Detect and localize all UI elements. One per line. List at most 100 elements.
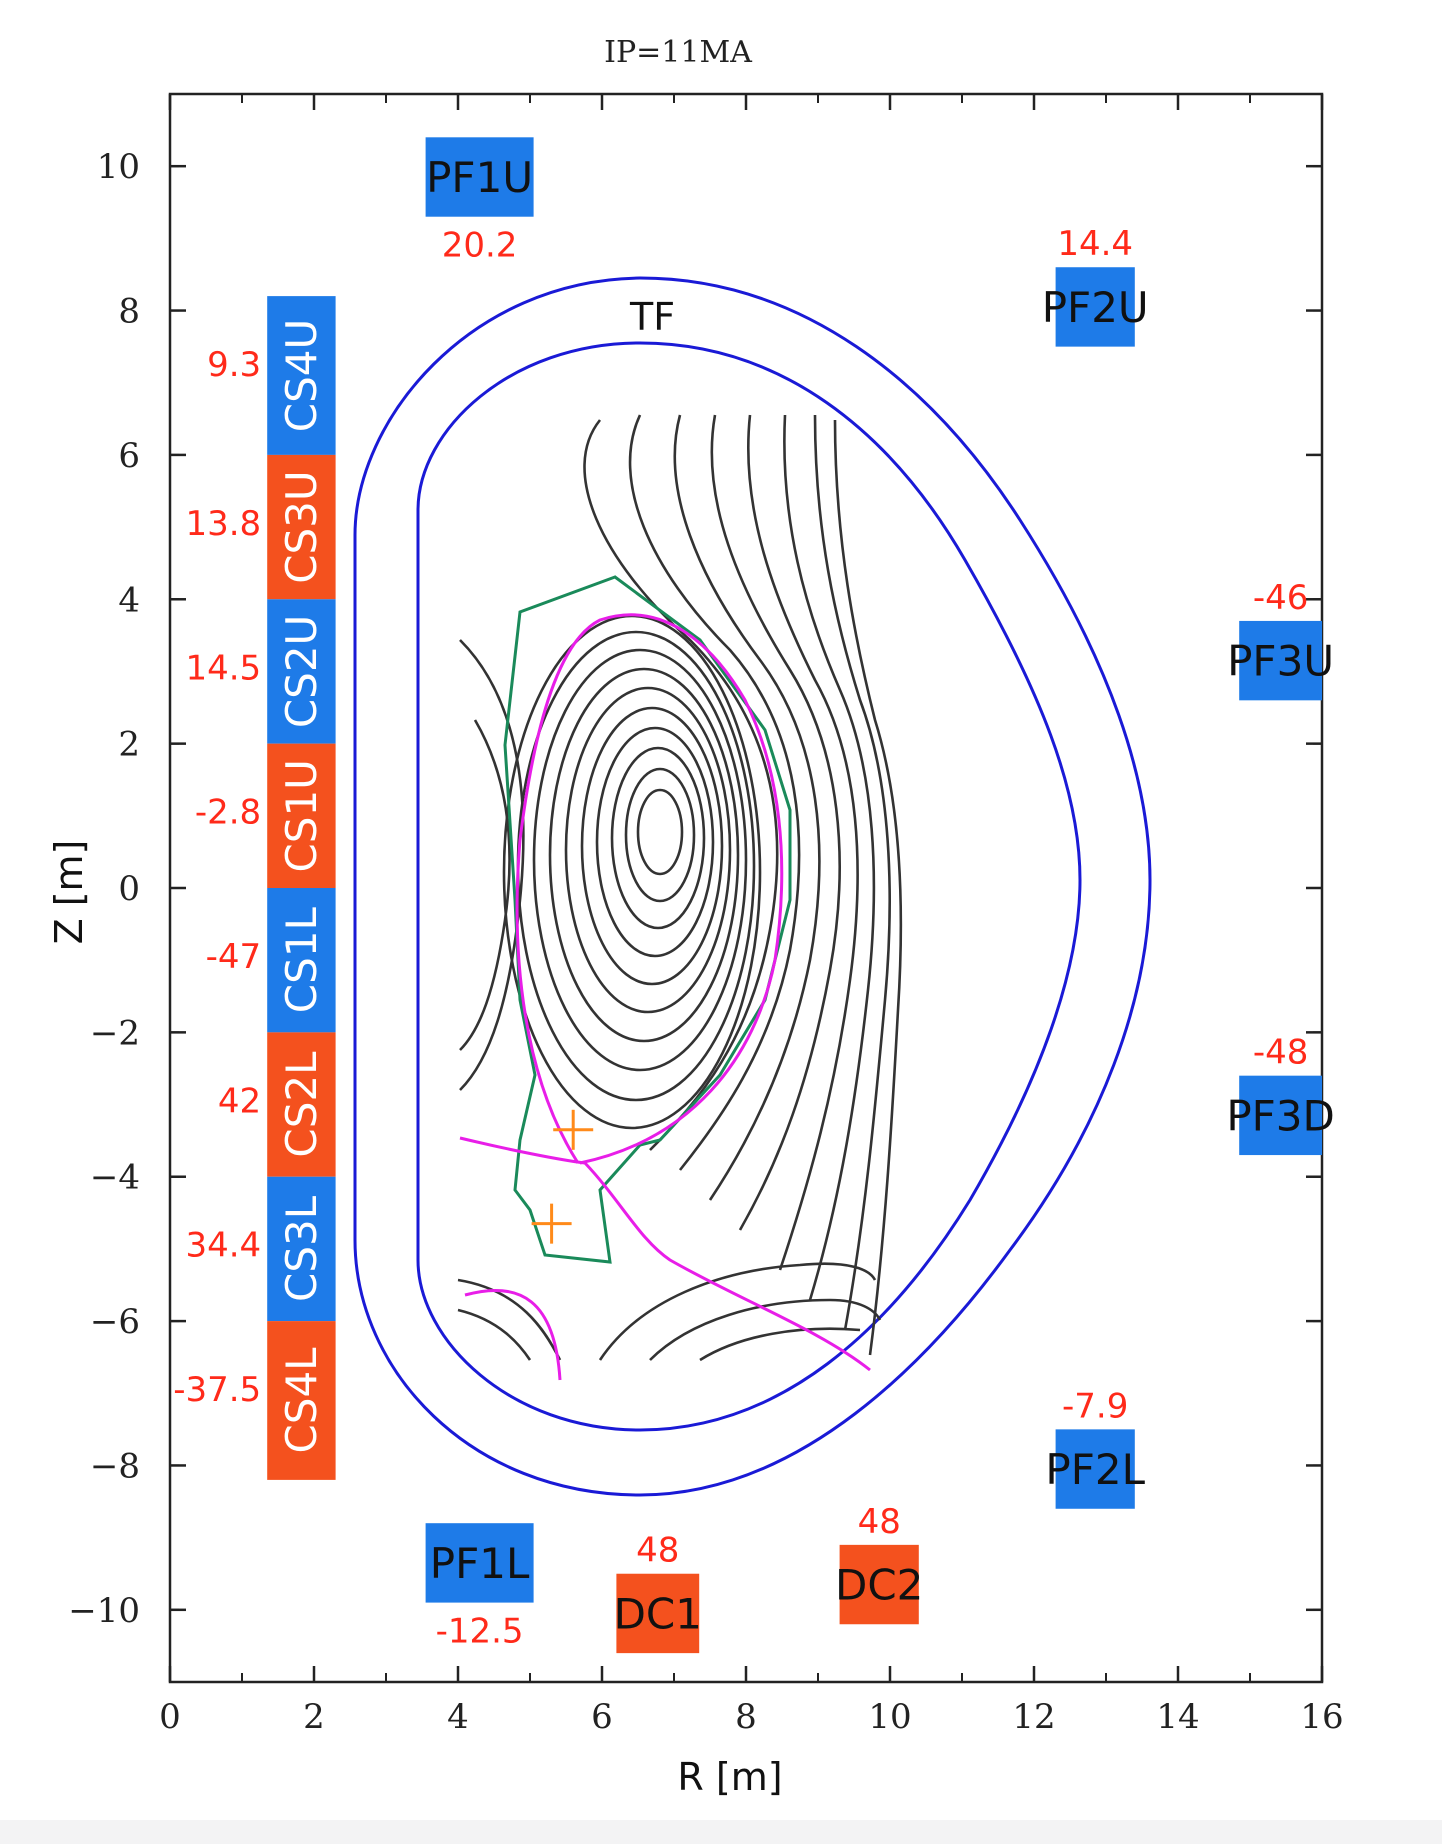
pf-coil-current: -48 [1253, 1033, 1309, 1073]
cs-coil-name: CS4L [277, 1347, 326, 1454]
cs-coil-current: -37.5 [173, 1370, 261, 1410]
chart-title: IP=11MA [604, 35, 752, 70]
pf-coil-rect [425, 137, 534, 217]
flux-surface [564, 686, 732, 1014]
pf-coil-rect [1055, 1429, 1135, 1509]
pf-coil-current: 14.4 [1057, 224, 1133, 264]
tf-coil-outer [353, 276, 1152, 1497]
y-tick-label: 10 [97, 147, 140, 187]
pf-coil-current: 48 [858, 1502, 901, 1542]
pf-coil-name: DC1 [614, 1589, 702, 1638]
flux-surface [532, 648, 748, 1072]
tf-coil-inner [416, 341, 1082, 1432]
cs-coil-name: CS2U [277, 615, 326, 728]
flux-surface [624, 767, 696, 903]
y-tick-label: −10 [68, 1591, 140, 1631]
flux-line [813, 414, 891, 1331]
pf-coil-current: -46 [1253, 578, 1309, 618]
flux-line [628, 414, 801, 1171]
flux-line [710, 414, 841, 1231]
cs-coil-current: 9.3 [207, 345, 261, 385]
y-tick-label: −8 [90, 1446, 140, 1486]
pf-coil-rect [1239, 1075, 1322, 1156]
pf-coil-current: 20.2 [442, 226, 518, 266]
flux-line [583, 419, 779, 1151]
flux-surfaces [457, 414, 903, 1362]
flux-line [459, 719, 511, 1051]
pf-coil-current: -12.5 [436, 1612, 524, 1652]
pf-coil-name: PF3D [1226, 1091, 1335, 1140]
cs-coil-current: 14.5 [185, 648, 261, 688]
x-points [531, 1109, 594, 1244]
cs-coil-rect [267, 888, 336, 1033]
y-axis-label: Z [m] [47, 840, 91, 945]
pf-coil-current: -7.9 [1062, 1386, 1128, 1426]
flux-line [457, 1308, 532, 1361]
y-tick-label: 2 [118, 725, 140, 765]
x-axis-label: R [m] [677, 1755, 782, 1799]
pf-coil-name: PF2U [1042, 283, 1149, 332]
cs-coil-name: CS4U [277, 319, 326, 432]
cs-coil-name: CS3U [277, 470, 326, 583]
y-tick-label: 0 [118, 869, 140, 909]
pf-coil-name: DC2 [835, 1561, 923, 1610]
y-tick-label: −4 [90, 1158, 140, 1198]
flux-surface [636, 788, 684, 876]
cs-coil-current: -47 [206, 937, 262, 977]
pf-coil-rect [616, 1573, 700, 1654]
x-tick-label: 12 [1012, 1697, 1055, 1737]
axis-ticks [168, 94, 1324, 1682]
flux-line [833, 419, 903, 1356]
coils: CS4U 9.3 CS3U 13.8 CS2U 14.5 CS1U -2.8 CS1L -47 CS… [173, 137, 1335, 1654]
flux-line [649, 1298, 882, 1361]
pf-coil-rect [1055, 267, 1135, 347]
cs-coil-name: CS1L [277, 907, 326, 1014]
y-tick-label: 4 [118, 580, 140, 620]
pf-coil-rect [1239, 620, 1322, 701]
y-tick-label: −2 [90, 1013, 140, 1053]
x-tick-label: 4 [447, 1697, 469, 1737]
cs-coil-name: CS2L [277, 1051, 326, 1158]
flux-surface [610, 746, 706, 930]
x-tick-label: 0 [159, 1697, 181, 1737]
pf-coil-name: PF3U [1227, 637, 1334, 686]
separatrix [459, 613, 871, 1381]
x-tick-label: 14 [1156, 1697, 1199, 1737]
pf-coil-name: PF2L [1045, 1445, 1145, 1494]
x-tick-label: 2 [303, 1697, 325, 1737]
bottom-strip [0, 1820, 1442, 1844]
flux-line [783, 414, 876, 1301]
cs-coil-current: 34.4 [185, 1226, 261, 1266]
flux-surface [580, 706, 724, 986]
x-tick-labels: 0 2 4 6 8 10 12 14 16 [159, 1697, 1343, 1737]
flux-line [673, 414, 821, 1201]
flux-line [598, 1262, 877, 1361]
cs-coil-rect [267, 296, 336, 455]
pf-coil-name: PF1L [430, 1539, 530, 1588]
y-tick-label: 8 [118, 292, 140, 332]
flux-surface [516, 630, 756, 1102]
tf-label: TF [629, 295, 675, 339]
pf-coil-current: 48 [636, 1531, 679, 1571]
cs-coil-rect [267, 1032, 336, 1177]
x-tick-label: 10 [868, 1697, 911, 1737]
x-tick-label: 16 [1300, 1697, 1343, 1737]
y-tick-label: 6 [118, 436, 140, 476]
cs-coil-current: -2.8 [195, 793, 261, 833]
flux-line [699, 1327, 861, 1362]
x-tick-label: 8 [735, 1697, 757, 1737]
flux-surface [595, 726, 715, 958]
cs-coil-rect [267, 599, 336, 744]
flux-line [459, 639, 525, 1091]
pf-coil-rect [425, 1523, 534, 1603]
cs-coil-current: 13.8 [185, 504, 261, 544]
cs-coil-rect [267, 1176, 336, 1322]
cs-coil-name: CS3L [277, 1195, 326, 1302]
cs-coil-current: 42 [218, 1081, 261, 1121]
y-tick-label: −6 [90, 1302, 140, 1342]
pf-coil-name: PF1U [426, 153, 533, 202]
cs-coil-rect [267, 454, 336, 600]
y-tick-labels: −10 −8 −6 −4 −2 0 2 4 6 8 10 [68, 147, 140, 1631]
flux-line [457, 1278, 562, 1361]
